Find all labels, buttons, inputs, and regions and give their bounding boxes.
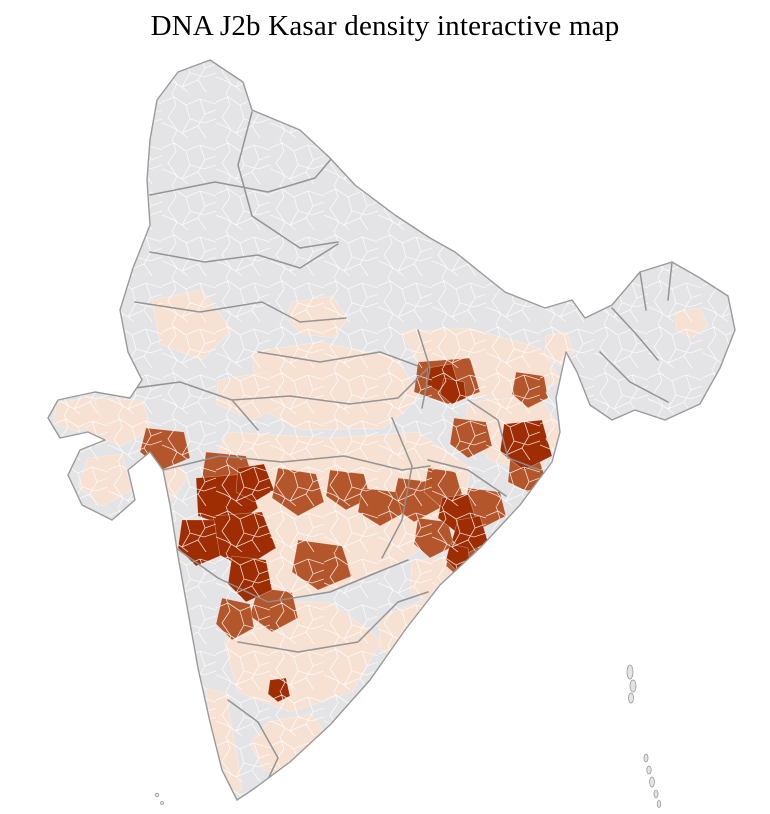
island[interactable]	[154, 792, 160, 798]
india-outline	[47, 59, 736, 801]
island[interactable]	[656, 800, 662, 808]
island[interactable]	[643, 753, 649, 763]
island[interactable]	[649, 776, 655, 788]
district-layer	[48, 60, 735, 800]
island[interactable]	[628, 692, 634, 704]
island[interactable]	[626, 664, 634, 680]
island[interactable]	[653, 789, 659, 799]
island[interactable]	[646, 765, 652, 775]
island[interactable]	[629, 679, 637, 693]
andaman-nicobar-islands	[154, 664, 662, 808]
page-title: DNA J2b Kasar density interactive map	[150, 10, 620, 42]
island[interactable]	[160, 801, 164, 805]
district-borders-mesh	[48, 60, 735, 800]
state-borders	[119, 111, 673, 793]
